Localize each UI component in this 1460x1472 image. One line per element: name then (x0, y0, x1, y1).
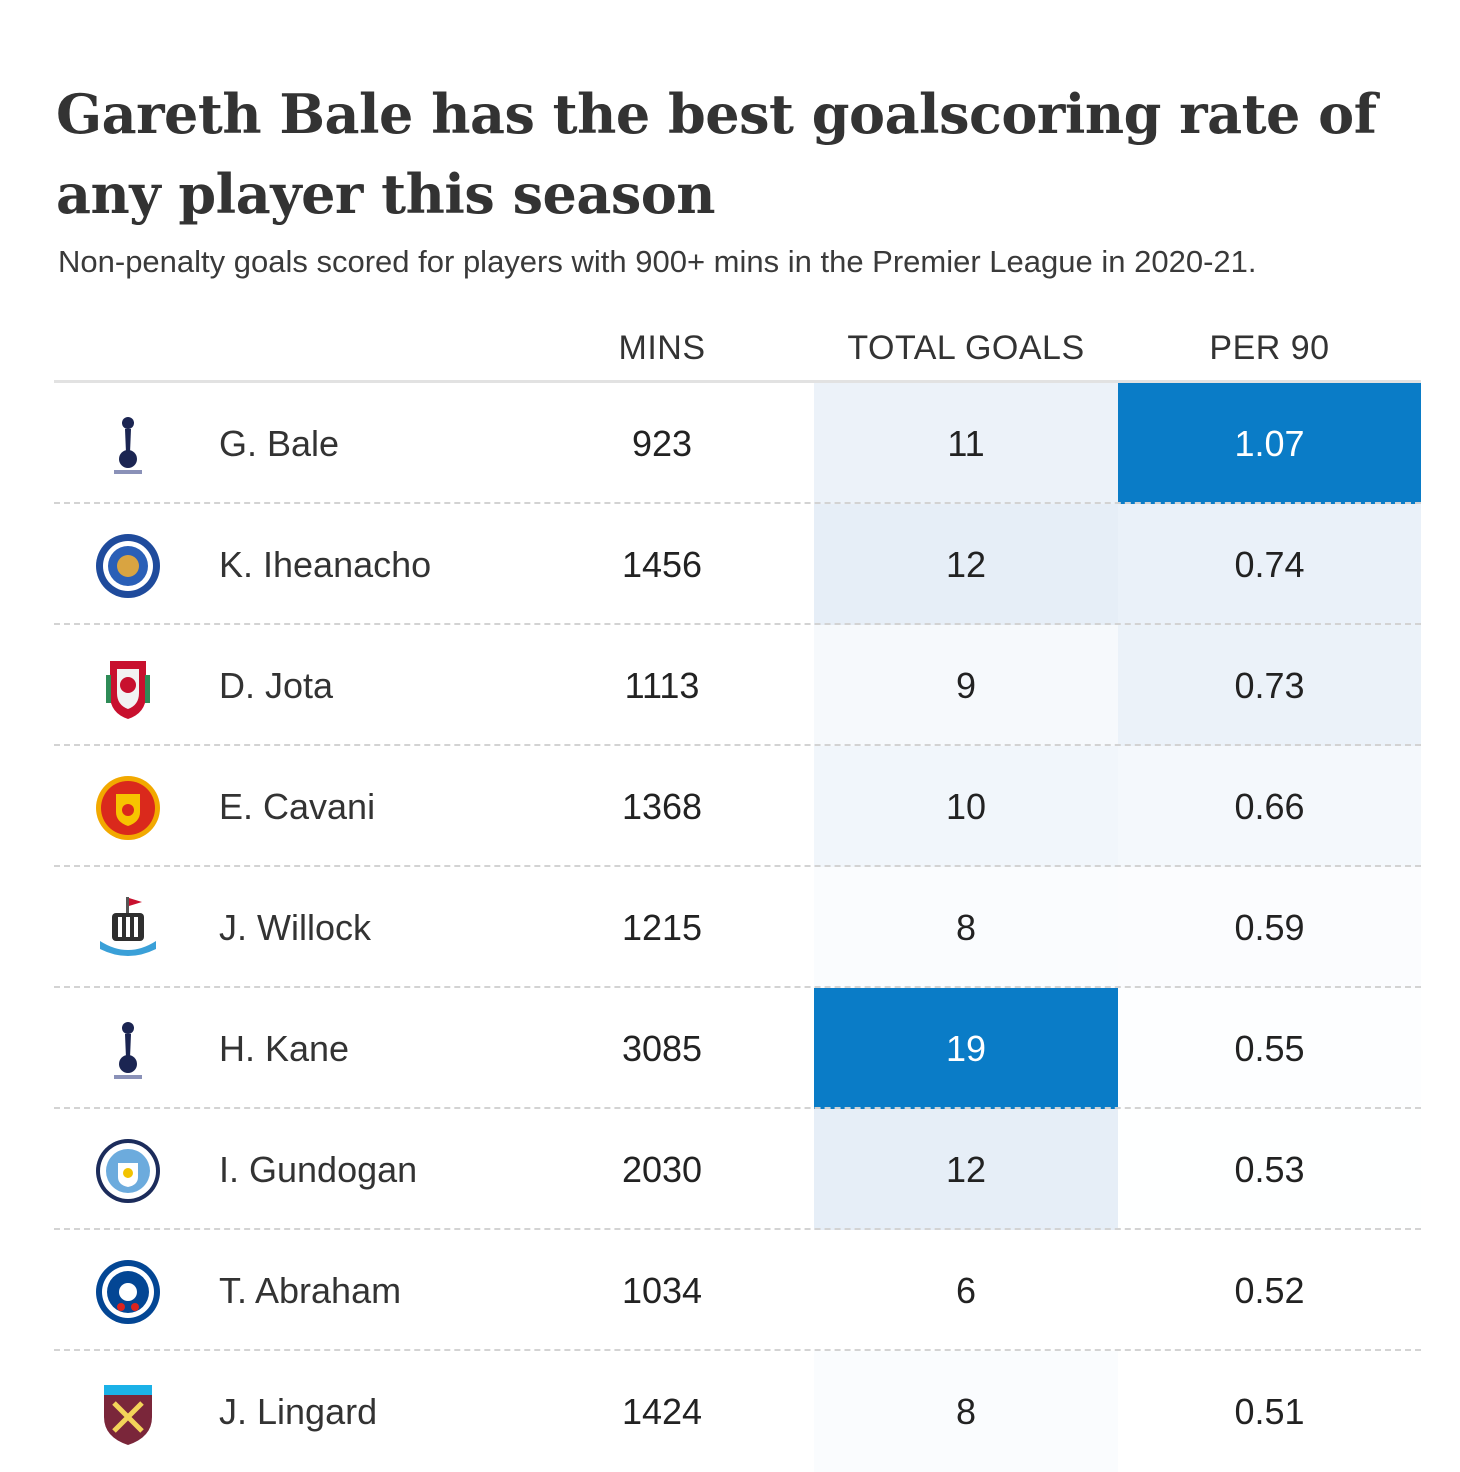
per-90-cell: 0.73 (1118, 625, 1421, 746)
total-goals-cell: 12 (814, 504, 1118, 625)
table-header: MINS TOTAL GOALS PER 90 (54, 312, 1421, 383)
player-name: D. Jota (219, 665, 334, 706)
table-row: D. Jota 1113 9 0.73 (54, 625, 1421, 746)
table-body: G. Bale 923 11 1.07 K. Iheanacho 1456 12 0.74 D.… (54, 383, 1421, 1472)
liverpool-crest-icon (106, 661, 150, 719)
player-name: E. Cavani (219, 786, 376, 827)
total-goals-cell: 9 (814, 625, 1118, 746)
mins-cell: 923 (631, 423, 693, 464)
table-row: T. Abraham 1034 6 0.52 (54, 1230, 1421, 1351)
chart-title: Gareth Bale has the best goalscoring rat… (56, 82, 1377, 226)
header-per-90: PER 90 (1209, 329, 1330, 367)
table-row: K. Iheanacho 1456 12 0.74 (54, 504, 1421, 625)
mins-cell: 3085 (621, 1028, 703, 1069)
table-row: G. Bale 923 11 1.07 (54, 383, 1421, 504)
per-90-cell: 0.52 (1118, 1230, 1421, 1351)
per-90-cell: 1.07 (1118, 383, 1421, 504)
mins-cell: 1424 (621, 1391, 703, 1432)
mins-cell: 1456 (621, 544, 703, 585)
total-goals-cell: 8 (814, 867, 1118, 988)
per-90-cell: 0.55 (1118, 988, 1421, 1109)
total-goals-cell: 19 (814, 988, 1118, 1109)
per-90-cell: 0.74 (1118, 504, 1421, 625)
leicester-crest-icon (96, 534, 160, 598)
manchester-united-crest-icon (96, 776, 160, 840)
mins-cell: 1215 (621, 907, 703, 948)
newcastle-crest-icon (100, 897, 156, 956)
player-name: J. Willock (219, 907, 371, 948)
mins-cell: 2030 (621, 1149, 703, 1190)
player-name: K. Iheanacho (219, 544, 432, 585)
mins-cell: 1034 (621, 1270, 703, 1311)
total-goals-cell: 12 (814, 1109, 1118, 1230)
stats-table: MINS TOTAL GOALS PER 90 G. Bale 923 11 1.07… (54, 312, 1421, 1472)
mins-cell: 1368 (621, 786, 703, 827)
tottenham-crest-icon (114, 1022, 142, 1079)
total-goals-cell: 8 (814, 1351, 1118, 1472)
per-90-cell: 0.53 (1118, 1109, 1421, 1230)
mins-cell: 1113 (624, 665, 700, 706)
total-goals-cell: 6 (814, 1230, 1118, 1351)
per-90-cell: 0.66 (1118, 746, 1421, 867)
manchester-city-crest-icon (96, 1139, 160, 1203)
header-mins: MINS (618, 329, 706, 367)
player-name: J. Lingard (219, 1391, 378, 1432)
table-row: J. Lingard 1424 8 0.51 (54, 1351, 1421, 1472)
player-name: H. Kane (219, 1028, 350, 1069)
per-90-cell: 0.59 (1118, 867, 1421, 988)
table-row: H. Kane 3085 19 0.55 (54, 988, 1421, 1109)
chart-subtitle: Non-penalty goals scored for players wit… (58, 244, 1257, 279)
player-name: G. Bale (219, 423, 340, 464)
total-goals-cell: 11 (814, 383, 1118, 504)
west-ham-crest-icon (104, 1385, 152, 1445)
chelsea-crest-icon (96, 1260, 160, 1324)
player-name: T. Abraham (219, 1270, 402, 1311)
total-goals-cell: 10 (814, 746, 1118, 867)
per-90-cell: 0.51 (1118, 1351, 1421, 1472)
tottenham-crest-icon (114, 417, 142, 474)
table-row: J. Willock 1215 8 0.59 (54, 867, 1421, 988)
player-name: I. Gundogan (219, 1149, 418, 1190)
table-row: E. Cavani 1368 10 0.66 (54, 746, 1421, 867)
table-row: I. Gundogan 2030 12 0.53 (54, 1109, 1421, 1230)
header-total-goals: TOTAL GOALS (847, 329, 1085, 367)
